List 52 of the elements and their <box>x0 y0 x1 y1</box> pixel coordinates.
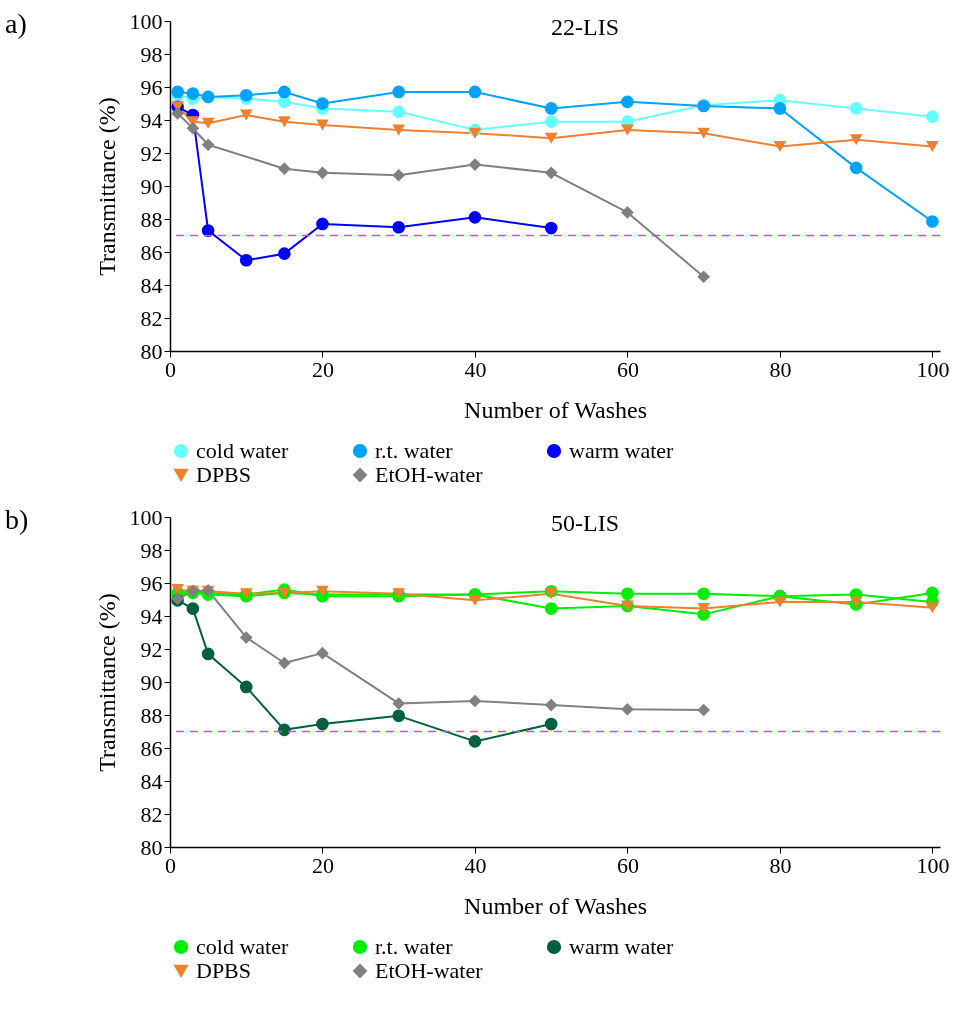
legend-label: r.t. water <box>375 438 454 463</box>
chart-title: 50-LIS <box>551 510 619 536</box>
x-tick-label: 100 <box>916 852 950 878</box>
y-tick-label: 100 <box>129 504 163 530</box>
y-tick-label: 86 <box>140 239 163 265</box>
y-tick-label: 98 <box>140 41 163 67</box>
y-tick-label: 82 <box>140 801 163 827</box>
y-tick-label: 84 <box>140 272 163 298</box>
chart-title: 22-LIS <box>551 14 619 40</box>
x-tick-label: 60 <box>616 852 639 878</box>
x-tick-label: 0 <box>165 852 176 878</box>
x-axis-title: Number of Washes <box>464 396 647 423</box>
y-tick-label: 90 <box>140 173 163 199</box>
legend-label: r.t. water <box>375 934 454 959</box>
x-tick-label: 40 <box>464 356 487 382</box>
y-axis-title: Transmittance (%) <box>93 593 120 772</box>
y-tick-label: 92 <box>140 140 163 166</box>
x-tick-label: 80 <box>769 356 792 382</box>
legend-label: warm water <box>569 438 675 463</box>
y-tick-label: 88 <box>140 702 163 728</box>
legend-label: warm water <box>569 934 675 959</box>
y-tick-label: 80 <box>140 338 163 364</box>
y-tick-label: 84 <box>140 768 163 794</box>
y-tick-label: 98 <box>140 537 163 563</box>
y-tick-label: 86 <box>140 735 163 761</box>
y-tick-label: 96 <box>140 74 163 100</box>
legend-label: DPBS <box>196 958 252 983</box>
y-tick-label: 82 <box>140 305 163 331</box>
text: a) <box>5 8 27 39</box>
x-tick-label: 0 <box>165 356 176 382</box>
x-tick-label: 100 <box>916 356 950 382</box>
legend-label: cold water <box>196 438 289 463</box>
y-tick-label: 94 <box>140 107 163 133</box>
y-tick-label: 90 <box>140 669 163 695</box>
x-tick-label: 20 <box>311 852 334 878</box>
x-tick-label: 80 <box>769 852 792 878</box>
legend-label: EtOH-water <box>375 958 484 983</box>
legend-label: EtOH-water <box>375 462 484 487</box>
y-tick-label: 100 <box>129 8 163 34</box>
legend-label: cold water <box>196 934 289 959</box>
y-tick-label: 96 <box>140 570 163 596</box>
y-tick-label: 94 <box>140 603 163 629</box>
legend-label: DPBS <box>196 462 252 487</box>
x-axis-title: Number of Washes <box>464 892 647 919</box>
text: b) <box>5 504 29 535</box>
y-tick-label: 92 <box>140 636 163 662</box>
y-axis-title: Transmittance (%) <box>93 97 120 276</box>
x-tick-label: 20 <box>311 356 334 382</box>
y-tick-label: 88 <box>140 206 163 232</box>
y-tick-label: 80 <box>140 834 163 860</box>
x-tick-label: 60 <box>616 356 639 382</box>
x-tick-label: 40 <box>464 852 487 878</box>
